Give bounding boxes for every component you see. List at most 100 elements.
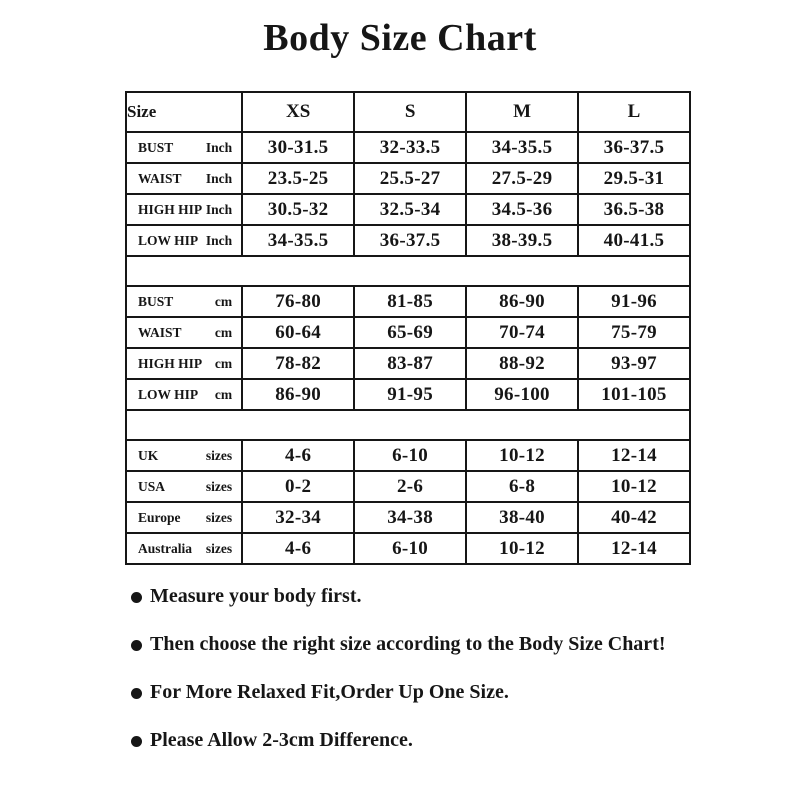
row-label-cell: Europe sizes [124, 501, 244, 534]
measurement-unit: Inch [205, 170, 233, 186]
cell-value: 40-41.5 [577, 224, 691, 257]
measurement-label: Australia [138, 540, 192, 556]
cell-value: 30.5-32 [241, 193, 356, 226]
cell-value: 75-79 [577, 316, 691, 349]
cell-value: 4-6 [241, 532, 356, 565]
cell-value: 65-69 [353, 316, 468, 349]
table-row-waist-inch: WAIST Inch 23.5-25 25.5-27 27.5-29 29.5-… [124, 162, 691, 195]
cell-value: 101-105 [577, 378, 691, 411]
measurement-label: BUST [138, 293, 174, 309]
cell-value: 83-87 [353, 347, 468, 380]
cell-value: 36.5-38 [577, 193, 691, 226]
bullet-icon [131, 640, 142, 651]
cell-value: 36-37.5 [353, 224, 468, 257]
note-text: Please Allow 2-3cm Difference. [150, 729, 413, 751]
table-row-lowhip-cm: LOW HIP cm 86-90 91-95 96-100 101-105 [124, 378, 691, 411]
row-label-cell: HIGH HIP cm [124, 347, 244, 380]
table-row-lowhip-inch: LOW HIP Inch 34-35.5 36-37.5 38-39.5 40-… [124, 224, 691, 257]
column-header-l: L [577, 91, 691, 133]
list-item: Please Allow 2-3cm Difference. [131, 728, 711, 753]
measurement-unit: Inch [205, 139, 233, 155]
cell-value: 36-37.5 [577, 131, 691, 164]
cell-value: 6-10 [353, 439, 468, 472]
table-row-bust-cm: BUST cm 76-80 81-85 86-90 91-96 [124, 285, 691, 318]
note-text: For More Relaxed Fit,Order Up One Size. [150, 681, 509, 703]
cell-value: 86-90 [465, 285, 580, 318]
cell-value: 38-39.5 [465, 224, 580, 257]
measurement-label: HIGH HIP [138, 355, 203, 371]
cell-value: 60-64 [241, 316, 356, 349]
cell-value: 34-35.5 [241, 224, 356, 257]
note-text: Measure your body first. [150, 585, 362, 607]
cell-value: 30-31.5 [241, 131, 356, 164]
table-row-europe-sizes: Europe sizes 32-34 34-38 38-40 40-42 [124, 501, 691, 534]
cell-value: 12-14 [577, 439, 691, 472]
cell-value: 32.5-34 [353, 193, 468, 226]
row-label-cell: WAIST cm [124, 316, 244, 349]
cell-value: 93-97 [577, 347, 691, 380]
cell-value: 96-100 [465, 378, 580, 411]
measurement-label: UK [138, 447, 159, 463]
cell-value: 32-34 [241, 501, 356, 534]
row-label-cell: BUST cm [124, 285, 244, 318]
list-item: For More Relaxed Fit,Order Up One Size. [131, 680, 711, 705]
measurement-unit: cm [214, 355, 233, 371]
column-header-xs: XS [241, 91, 356, 133]
cell-value: 10-12 [465, 532, 580, 565]
cell-value: 76-80 [241, 285, 356, 318]
table-header-row: Size XS S M L [124, 91, 691, 133]
row-label-cell: Australia sizes [124, 532, 244, 565]
row-label-cell: UK sizes [124, 439, 244, 472]
column-header-size: Size [124, 91, 244, 133]
row-label-cell: LOW HIP cm [124, 378, 244, 411]
section-divider-row [125, 409, 691, 441]
table-row-uk-sizes: UK sizes 4-6 6-10 10-12 12-14 [124, 439, 691, 472]
row-label-cell: LOW HIP Inch [124, 224, 244, 257]
cell-value: 88-92 [465, 347, 580, 380]
cell-value: 23.5-25 [241, 162, 356, 195]
cell-value: 32-33.5 [353, 131, 468, 164]
cell-value: 29.5-31 [577, 162, 691, 195]
bullet-icon [131, 688, 142, 699]
cell-value: 34-38 [353, 501, 468, 534]
cell-value: 27.5-29 [465, 162, 580, 195]
cell-value: 10-12 [577, 470, 691, 503]
cell-value: 40-42 [577, 501, 691, 534]
measurement-unit: sizes [205, 540, 233, 556]
table-row-waist-cm: WAIST cm 60-64 65-69 70-74 75-79 [124, 316, 691, 349]
cell-value: 25.5-27 [353, 162, 468, 195]
table-row-usa-sizes: USA sizes 0-2 2-6 6-8 10-12 [124, 470, 691, 503]
cell-value: 12-14 [577, 532, 691, 565]
measurement-label: HIGH HIP [138, 201, 203, 217]
measurement-label: USA [138, 478, 166, 494]
row-label-cell: USA sizes [124, 470, 244, 503]
cell-value: 81-85 [353, 285, 468, 318]
cell-value: 0-2 [241, 470, 356, 503]
measurement-label: BUST [138, 139, 174, 155]
section-divider-row [125, 255, 691, 287]
measurement-unit: Inch [205, 201, 233, 217]
cell-value: 6-8 [465, 470, 580, 503]
column-header-m: M [465, 91, 580, 133]
cell-value: 34.5-36 [465, 193, 580, 226]
row-label-cell: BUST Inch [124, 131, 244, 164]
table-row-australia-sizes: Australia sizes 4-6 6-10 10-12 12-14 [124, 532, 691, 565]
notes-list: Measure your body first. Then choose the… [131, 584, 711, 776]
list-item: Then choose the right size according to … [131, 632, 711, 657]
measurement-unit: sizes [205, 478, 233, 494]
size-chart-table-container: Size XS S M L BUST Inch 30-31.5 32-33.5 … [124, 91, 691, 565]
bullet-icon [131, 736, 142, 747]
note-text: Then choose the right size according to … [150, 633, 666, 655]
bullet-icon [131, 592, 142, 603]
cell-value: 78-82 [241, 347, 356, 380]
measurement-label: LOW HIP [138, 232, 199, 248]
cell-value: 38-40 [465, 501, 580, 534]
list-item: Measure your body first. [131, 584, 711, 609]
measurement-unit: Inch [205, 232, 233, 248]
page-title: Body Size Chart [263, 17, 537, 59]
measurement-unit: cm [214, 324, 233, 340]
cell-value: 34-35.5 [465, 131, 580, 164]
row-label-cell: HIGH HIP Inch [124, 193, 244, 226]
measurement-unit: sizes [205, 509, 233, 525]
